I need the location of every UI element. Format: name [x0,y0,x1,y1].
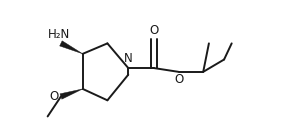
Text: H₂N: H₂N [48,28,70,41]
Text: O: O [50,90,59,103]
Polygon shape [60,41,83,54]
Polygon shape [60,89,83,99]
Text: O: O [174,73,183,86]
Text: O: O [149,24,158,37]
Text: N: N [124,52,133,65]
